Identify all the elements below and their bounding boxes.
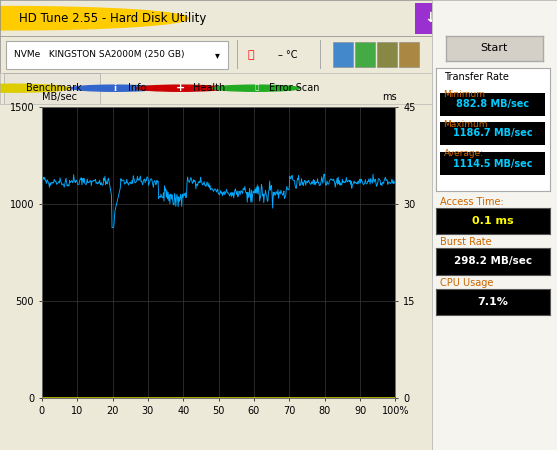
Text: 7.1%: 7.1% bbox=[477, 297, 508, 307]
Text: ▾: ▾ bbox=[215, 50, 219, 60]
Text: MB/sec: MB/sec bbox=[42, 92, 77, 102]
Text: 1114.5 MB/sec: 1114.5 MB/sec bbox=[453, 159, 532, 169]
Text: □: □ bbox=[494, 13, 504, 23]
Bar bbox=[399, 42, 419, 68]
Text: 882.8 MB/sec: 882.8 MB/sec bbox=[456, 99, 529, 109]
Text: Health: Health bbox=[193, 83, 226, 93]
Text: ms: ms bbox=[383, 92, 397, 102]
Circle shape bbox=[0, 7, 188, 30]
Text: Info: Info bbox=[128, 83, 146, 93]
Bar bbox=[440, 93, 545, 116]
Text: 🌡: 🌡 bbox=[247, 50, 254, 60]
Text: 1186.7 MB/sec: 1186.7 MB/sec bbox=[453, 128, 532, 139]
Text: ×: × bbox=[452, 50, 461, 60]
Circle shape bbox=[0, 84, 70, 92]
Text: 🔍: 🔍 bbox=[254, 83, 258, 90]
Bar bbox=[355, 42, 375, 68]
Text: Burst Rate: Burst Rate bbox=[440, 237, 492, 247]
Text: Error Scan: Error Scan bbox=[270, 83, 320, 93]
Bar bbox=[320, 40, 321, 69]
Text: Transfer Rate: Transfer Rate bbox=[443, 72, 509, 82]
Bar bbox=[415, 3, 446, 34]
Bar bbox=[333, 42, 353, 68]
Text: Access Time:: Access Time: bbox=[440, 197, 504, 207]
Circle shape bbox=[137, 85, 224, 91]
FancyBboxPatch shape bbox=[4, 73, 100, 104]
Text: Average:: Average: bbox=[443, 148, 483, 157]
Text: Start: Start bbox=[481, 43, 508, 54]
Bar bbox=[377, 42, 397, 68]
Text: Benchmark: Benchmark bbox=[26, 83, 82, 93]
Text: 298.2 MB/sec: 298.2 MB/sec bbox=[453, 256, 532, 266]
Text: 0.1 ms: 0.1 ms bbox=[472, 216, 514, 226]
Text: Minimum: Minimum bbox=[443, 90, 486, 99]
Text: i: i bbox=[114, 84, 116, 93]
Text: CPU Usage: CPU Usage bbox=[440, 278, 494, 288]
Text: ×: × bbox=[529, 11, 540, 25]
Text: Exit: Exit bbox=[472, 50, 491, 60]
Text: HD Tune 2.55 - Hard Disk Utility: HD Tune 2.55 - Hard Disk Utility bbox=[19, 12, 207, 25]
Bar bbox=[237, 40, 238, 69]
Bar bbox=[440, 152, 545, 175]
Text: – °C: – °C bbox=[278, 50, 298, 60]
Text: —: — bbox=[459, 12, 471, 25]
Bar bbox=[440, 122, 545, 145]
Circle shape bbox=[213, 85, 300, 91]
Text: ↓: ↓ bbox=[424, 11, 436, 25]
Text: Maximum: Maximum bbox=[443, 120, 488, 129]
Text: +: + bbox=[175, 83, 185, 93]
Circle shape bbox=[72, 85, 159, 91]
FancyBboxPatch shape bbox=[6, 41, 228, 68]
Text: NVMe   KINGSTON SA2000M (250 GB): NVMe KINGSTON SA2000M (250 GB) bbox=[14, 50, 184, 59]
